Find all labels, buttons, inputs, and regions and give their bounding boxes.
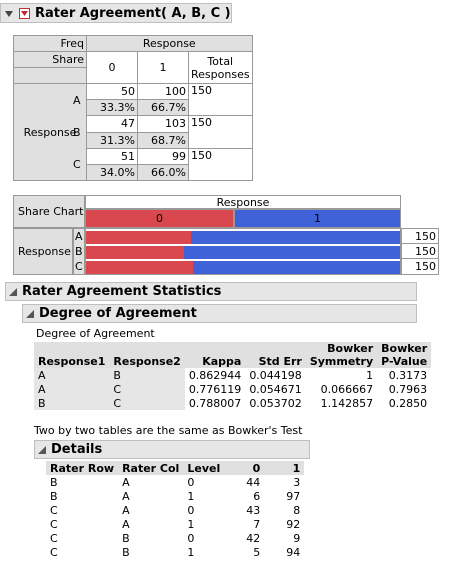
total-c: 150 bbox=[188, 147, 253, 181]
hdr-rater-row: Rater Row bbox=[46, 461, 119, 475]
disclosure-triangle-icon[interactable] bbox=[37, 445, 47, 455]
degree-header: Degree of Agreement bbox=[22, 304, 417, 323]
details-title: Details bbox=[51, 442, 103, 457]
share-letter-column: A B C bbox=[73, 228, 85, 275]
total-b: 150 bbox=[188, 115, 253, 149]
legend-one-label: 1 bbox=[314, 212, 321, 225]
share-chart-response-header: Response bbox=[85, 195, 401, 209]
share-c-1: 66.0% bbox=[137, 164, 189, 181]
table-row: C A 0 43 8 bbox=[50, 503, 301, 517]
share-total-c: 150 bbox=[401, 258, 439, 275]
hdr-zero: 0 bbox=[224, 461, 265, 475]
report-title-bar: Rater Agreement( A, B, C ) bbox=[0, 3, 232, 23]
col-header-0: 0 bbox=[86, 51, 138, 84]
bowker-note: Two by two tables are the same as Bowker… bbox=[34, 424, 303, 437]
contingency-table: Freq Response Share 0 1 Total Responses R… bbox=[13, 35, 258, 181]
hdr-bowker-pvalue: Bowker P-Value bbox=[377, 342, 432, 368]
share-bar-c-one bbox=[193, 261, 400, 274]
disclosure-triangle-icon[interactable] bbox=[4, 9, 14, 19]
table-row: B A 0 44 3 bbox=[50, 475, 301, 489]
hdr-one: 1 bbox=[264, 461, 305, 475]
freq-a-1: 100 bbox=[137, 83, 189, 100]
degree-caption: Degree of Agreement bbox=[36, 327, 155, 340]
share-b-0: 31.3% bbox=[86, 131, 138, 149]
hdr-response1: Response1 bbox=[34, 342, 110, 368]
table-row: C B 1 5 94 bbox=[50, 545, 301, 559]
share-totals: 150 150 150 bbox=[401, 228, 439, 275]
freq-b-0: 47 bbox=[86, 115, 138, 133]
row-letter-a: A bbox=[73, 94, 81, 107]
row-letter-b: B bbox=[73, 126, 81, 139]
freq-b-1: 103 bbox=[137, 115, 189, 133]
share-bar-c-zero bbox=[86, 261, 193, 274]
disclosure-triangle-icon[interactable] bbox=[25, 309, 35, 319]
details-header: Details bbox=[34, 440, 310, 459]
hdr-bowker-symmetry: Bowker Symmetry bbox=[305, 342, 378, 368]
agreement-table: Response1 Response2 Kappa Std Err Bowker… bbox=[34, 342, 432, 410]
response-row-label: Response bbox=[23, 125, 77, 139]
share-total-b: 150 bbox=[401, 243, 439, 258]
response-col-header: Response bbox=[86, 35, 253, 52]
share-bar-a-one bbox=[191, 231, 400, 244]
share-bars bbox=[85, 228, 401, 275]
share-chart-label: Share Chart bbox=[13, 195, 85, 228]
share-label: Share bbox=[13, 51, 87, 68]
table-row: B A 1 6 97 bbox=[50, 489, 301, 503]
share-total-a: 150 bbox=[401, 228, 439, 243]
table-row: B C 0.788007 0.053702 1.142857 0.2850 bbox=[34, 396, 431, 410]
share-a-0: 33.3% bbox=[86, 99, 138, 116]
legend-zero-label: 0 bbox=[156, 212, 163, 225]
freq-label: Freq bbox=[13, 35, 87, 52]
share-bar-b-one bbox=[184, 246, 400, 259]
total-header: Total Responses bbox=[188, 51, 253, 84]
share-b-1: 68.7% bbox=[137, 131, 189, 149]
hdr-kappa: Kappa bbox=[184, 342, 246, 368]
share-a-1: 66.7% bbox=[137, 99, 189, 116]
report-title: Rater Agreement( A, B, C ) bbox=[35, 6, 231, 21]
share-chart: Share Chart Response 0 1 Response A B C … bbox=[13, 195, 439, 275]
table-row: C B 0 42 9 bbox=[50, 531, 301, 545]
hdr-level: Level bbox=[183, 461, 225, 475]
table-row: A C 0.776119 0.054671 0.066667 0.7963 bbox=[34, 382, 431, 396]
agreement-stats-header: Rater Agreement Statistics bbox=[5, 282, 417, 301]
agreement-stats-title: Rater Agreement Statistics bbox=[22, 284, 222, 299]
share-bar-a-zero bbox=[86, 231, 191, 244]
share-letter-a: A bbox=[75, 230, 83, 243]
row-letter-c: C bbox=[73, 158, 81, 171]
share-c-0: 34.0% bbox=[86, 164, 138, 181]
share-letter-c: C bbox=[75, 260, 83, 273]
hdr-response2: Response2 bbox=[109, 342, 185, 368]
legend-zero: 0 bbox=[85, 209, 234, 228]
freq-a-0: 50 bbox=[86, 83, 138, 100]
share-letter-b: B bbox=[75, 245, 83, 258]
freq-c-1: 99 bbox=[137, 147, 189, 165]
total-a: 150 bbox=[188, 83, 253, 116]
col-header-1: 1 bbox=[137, 51, 189, 84]
hdr-rater-col: Rater Col bbox=[118, 461, 184, 475]
disclosure-triangle-icon[interactable] bbox=[8, 287, 18, 297]
legend-one: 1 bbox=[234, 209, 401, 228]
table-row: C A 1 7 92 bbox=[50, 517, 301, 531]
share-chart-row-label: Response bbox=[13, 228, 73, 275]
freq-c-0: 51 bbox=[86, 147, 138, 165]
degree-title: Degree of Agreement bbox=[39, 306, 197, 321]
red-triangle-menu-icon[interactable] bbox=[19, 8, 30, 19]
table-row: A B 0.862944 0.044198 1 0.3173 bbox=[34, 368, 431, 382]
share-bar-b-zero bbox=[86, 246, 184, 259]
hdr-stderr: Std Err bbox=[245, 342, 306, 368]
